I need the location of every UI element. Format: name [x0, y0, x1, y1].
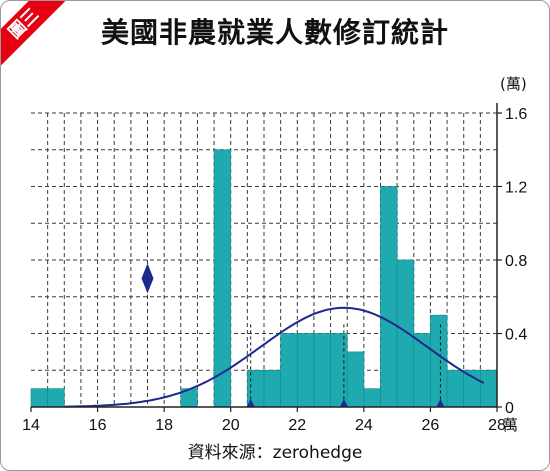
histogram-bar [30, 388, 48, 408]
y-tick-label: 1.2 [505, 180, 527, 197]
diamond-marker [141, 263, 154, 294]
histogram-bar [47, 388, 65, 408]
source-note: 資料來源：zerohedge [187, 443, 363, 463]
x-tick-label: 26 [422, 417, 440, 434]
x-unit-label: 萬 [503, 416, 518, 434]
triangle-marker [436, 399, 445, 407]
histogram-bar [446, 369, 465, 408]
x-tick-label: 20 [222, 417, 240, 434]
x-tick-label: 18 [155, 417, 173, 434]
histogram-bar [480, 369, 498, 408]
histogram-bar [413, 333, 431, 408]
histogram-bar [346, 351, 365, 408]
x-tick-label: 14 [22, 417, 40, 434]
histogram-bar [330, 333, 348, 408]
histogram-bar [313, 333, 331, 408]
chart-title: 美國非農就業人數修訂統計 [100, 16, 449, 49]
normal-curve [64, 306, 485, 408]
x-tick-label: 22 [288, 417, 306, 434]
histogram-bar [263, 369, 281, 408]
y-unit-label: (萬) [500, 75, 527, 93]
y-tick-label: 0 [505, 400, 514, 417]
histogram-bar [430, 314, 448, 408]
x-tick-label: 28 [488, 417, 506, 434]
y-tick-label: 0.4 [505, 327, 527, 344]
y-tick-label: 0.8 [505, 253, 527, 270]
triangle-marker [339, 399, 348, 407]
y-tick-label: 1.6 [505, 106, 527, 123]
histogram-bar [296, 333, 315, 408]
x-tick-label: 16 [89, 417, 107, 434]
histogram-bar [280, 333, 298, 408]
histogram-bar [363, 388, 381, 408]
histogram-bar [396, 259, 415, 408]
triangle-marker [246, 399, 255, 407]
histogram-bar [380, 186, 398, 408]
x-tick-label: 24 [355, 417, 373, 434]
